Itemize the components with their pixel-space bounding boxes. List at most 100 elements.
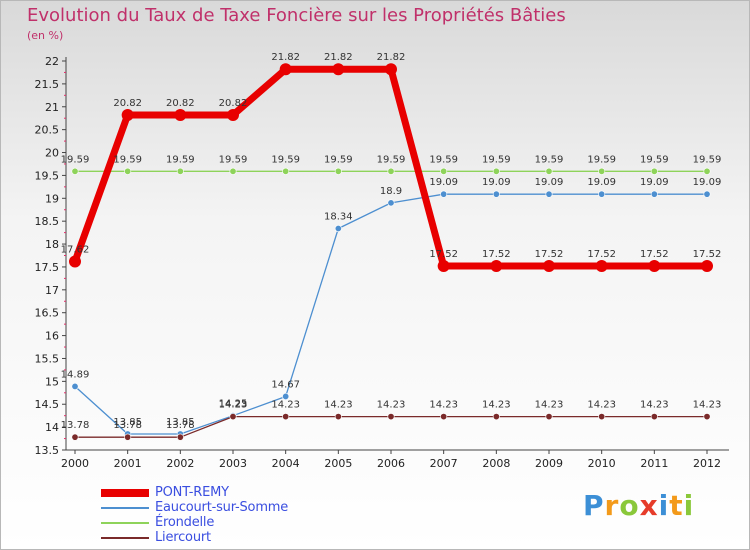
series-line-1: [74, 193, 708, 435]
data-label: 13.85: [113, 417, 142, 428]
data-point: [387, 199, 395, 207]
x-tick-label: 2005: [324, 457, 352, 470]
data-label: 19.09: [482, 177, 511, 188]
data-point: [227, 109, 239, 122]
data-label: 19.59: [61, 154, 90, 165]
logo-letter: t: [669, 489, 684, 522]
x-tick-label: 2011: [640, 457, 668, 470]
data-label: 20.82: [219, 98, 248, 109]
data-point: [437, 260, 450, 273]
data-label: 14.25: [219, 399, 248, 410]
axes: 13.5 14 14.5 15 15.5 16 16.5 17 17.5 18 18.5 19 19.5…: [35, 55, 729, 470]
x-tick-label: 2001: [114, 457, 142, 470]
logo-letter: i: [683, 489, 695, 522]
legend-item: Eaucourt-sur-Somme: [101, 500, 288, 515]
data-point: [545, 167, 553, 175]
data-label: 14.23: [377, 400, 406, 411]
data-point: [69, 255, 81, 268]
data-label: 19.09: [587, 177, 616, 188]
data-point: [229, 413, 237, 421]
y-tick-label: 20.5: [35, 124, 60, 137]
y-tick-label: 18: [45, 238, 59, 251]
logo-letter: o: [619, 489, 640, 522]
data-label: 19.09: [429, 177, 458, 188]
data-point: [598, 190, 606, 198]
data-label: 14.23: [219, 400, 248, 411]
data-point: [492, 167, 500, 175]
logo-letter: i: [658, 489, 670, 522]
logo-letter: x: [639, 489, 659, 522]
logo-letter: r: [604, 489, 620, 522]
data-point: [71, 382, 79, 390]
y-tick-label: 20: [45, 147, 59, 160]
data-point: [282, 167, 290, 175]
data-point: [279, 63, 292, 76]
data-label: 19.59: [324, 154, 353, 165]
data-label: 19.59: [535, 154, 564, 165]
legend-item: PONT-REMY: [101, 485, 288, 500]
data-label: 21.82: [324, 52, 353, 63]
data-point: [545, 190, 553, 198]
y-tick-label: 14: [45, 421, 59, 434]
legend-label: PONT-REMY: [155, 485, 229, 500]
unit-label: (en %): [27, 29, 64, 42]
data-point: [703, 190, 711, 198]
data-point: [176, 433, 184, 441]
data-label: 14.23: [429, 400, 458, 411]
data-label: 20.82: [166, 98, 195, 109]
data-label: 18.34: [324, 211, 353, 222]
y-tick-label: 15: [45, 375, 59, 388]
series-layer: [69, 63, 713, 441]
y-tick-label: 14.5: [35, 398, 60, 411]
proxiti-logo: Proxiti: [583, 489, 694, 522]
data-point: [121, 109, 134, 122]
data-label: 13.78: [61, 420, 90, 431]
data-label: 14.23: [324, 400, 353, 411]
data-point: [124, 167, 132, 175]
data-label: 21.82: [271, 52, 300, 63]
data-label: 19.59: [640, 154, 669, 165]
y-tick-label: 21: [45, 101, 59, 114]
data-point: [332, 63, 345, 76]
data-point: [124, 433, 132, 441]
data-label: 21.82: [377, 52, 406, 63]
data-point: [385, 63, 397, 76]
data-label: 14.23: [271, 400, 300, 411]
x-tick-label: 2012: [693, 457, 721, 470]
legend-item: Liercourt: [101, 530, 288, 545]
y-tick-label: 17: [45, 284, 59, 297]
data-label: 19.59: [113, 154, 142, 165]
data-point: [650, 190, 658, 198]
legend-swatch: [101, 506, 149, 509]
legend-item: Érondelle: [101, 515, 288, 530]
x-tick-label: 2002: [166, 457, 194, 470]
data-label: 19.09: [535, 177, 564, 188]
data-point: [387, 167, 395, 175]
chart-title: Evolution du Taux de Taxe Foncière sur l…: [27, 5, 566, 26]
legend-swatch: [101, 521, 149, 524]
y-tick-label: 17.5: [35, 261, 60, 274]
data-label: 14.89: [61, 369, 90, 380]
data-point: [229, 167, 237, 175]
data-labels: 17.62 20.82 20.82 20.82 21.82 21.82 21.82 17.52…: [61, 52, 722, 431]
y-tick-label: 13.5: [35, 444, 60, 457]
data-point: [440, 167, 448, 175]
data-point: [543, 260, 555, 273]
x-tick-label: 2009: [535, 457, 563, 470]
data-label: 17.52: [535, 249, 564, 260]
y-tick-label: 15.5: [35, 352, 60, 365]
data-label: 17.52: [587, 249, 616, 260]
legend-label: Eaucourt-sur-Somme: [155, 500, 289, 515]
data-point: [598, 413, 606, 421]
data-point: [282, 413, 290, 421]
legend-swatch: [101, 536, 149, 539]
data-point: [703, 167, 711, 175]
y-tick-label: 21.5: [35, 78, 60, 91]
data-label: 14.67: [271, 379, 300, 390]
data-point: [334, 167, 342, 175]
y-tick-label: 22: [45, 55, 59, 68]
data-label: 17.52: [640, 249, 669, 260]
data-label: 19.59: [482, 154, 511, 165]
